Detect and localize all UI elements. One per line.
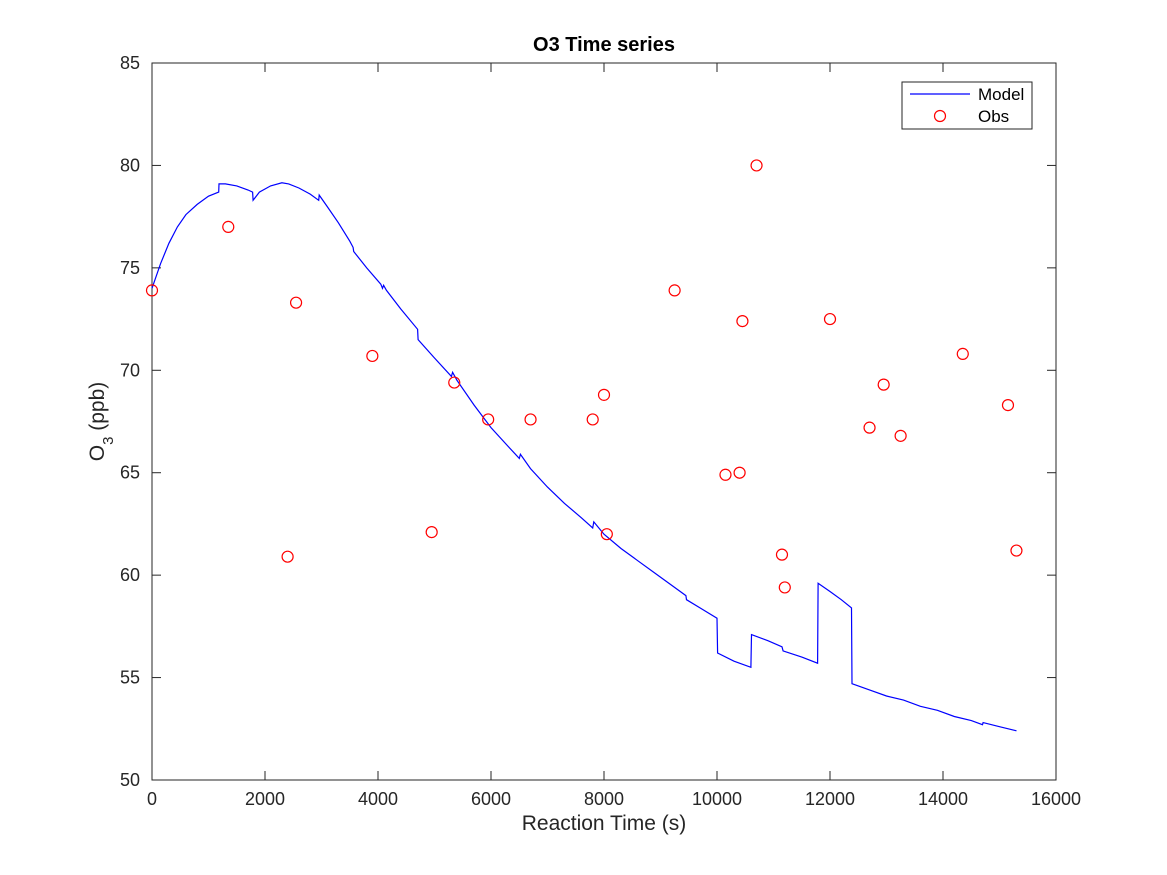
obs-point <box>281 550 294 563</box>
y-axis-label-rest: (ppb) <box>86 382 109 437</box>
obs-point <box>778 581 791 594</box>
obs-point <box>1010 544 1023 557</box>
y-tick-label: 85 <box>120 53 140 73</box>
obs-point <box>448 376 461 389</box>
obs-point <box>482 413 495 426</box>
x-tick-label: 4000 <box>358 789 398 809</box>
y-tick-label: 80 <box>120 155 140 175</box>
obs-point <box>1001 399 1015 412</box>
obs-point <box>668 284 681 297</box>
legend: Model Obs <box>901 81 1033 130</box>
obs-point <box>366 349 379 363</box>
legend-label: Model <box>978 85 1024 104</box>
obs-point <box>750 159 763 172</box>
x-tick-label: 2000 <box>245 789 285 809</box>
obs-point <box>600 528 613 541</box>
y-tick-label: 50 <box>120 770 140 790</box>
chart-title: O3 Time series <box>533 34 675 56</box>
y-axis-label: O3 (ppb) <box>86 382 117 462</box>
obs-point <box>597 388 611 401</box>
obs-point <box>736 315 749 328</box>
y-tick-label: 75 <box>120 258 140 278</box>
legend-label: Obs <box>978 107 1009 126</box>
y-axis-label-base: O <box>86 445 109 461</box>
obs-point <box>586 413 599 426</box>
legend-box <box>901 81 1033 130</box>
obs-point <box>863 421 876 434</box>
model-line <box>151 182 1017 732</box>
x-tick-label: 14000 <box>918 789 968 809</box>
obs-point <box>877 378 890 391</box>
y-tick-label: 60 <box>120 565 140 585</box>
obs-point <box>524 413 537 426</box>
obs-point <box>894 429 907 442</box>
x-tick-label: 0 <box>147 789 157 809</box>
obs-point <box>823 312 837 326</box>
obs-point <box>733 466 746 479</box>
x-tick-label: 8000 <box>584 789 624 809</box>
axes-box <box>151 62 1057 781</box>
obs-point <box>289 296 303 309</box>
x-axis-ticks: 0 2000 4000 6000 8000 10000 12000 14000 16000 <box>147 63 1081 809</box>
legend-obs-swatch <box>933 109 947 123</box>
y-tick-label: 70 <box>120 360 140 380</box>
obs-point <box>775 548 789 561</box>
obs-point <box>956 347 969 360</box>
y-tick-label: 65 <box>120 463 140 483</box>
x-tick-label: 10000 <box>692 789 742 809</box>
obs-point <box>222 220 235 233</box>
plot-area <box>145 159 1023 732</box>
obs-point <box>425 526 438 539</box>
y-tick-label: 55 <box>120 668 140 688</box>
x-tick-label: 12000 <box>805 789 855 809</box>
x-tick-label: 6000 <box>471 789 511 809</box>
y-axis-ticks: 50 55 60 65 70 75 80 85 <box>120 53 1056 790</box>
obs-point <box>145 284 159 297</box>
y-axis-label-subscript: 3 <box>100 437 117 445</box>
x-tick-label: 16000 <box>1031 789 1081 809</box>
obs-point <box>719 468 732 481</box>
x-axis-label: Reaction Time (s) <box>522 812 687 835</box>
